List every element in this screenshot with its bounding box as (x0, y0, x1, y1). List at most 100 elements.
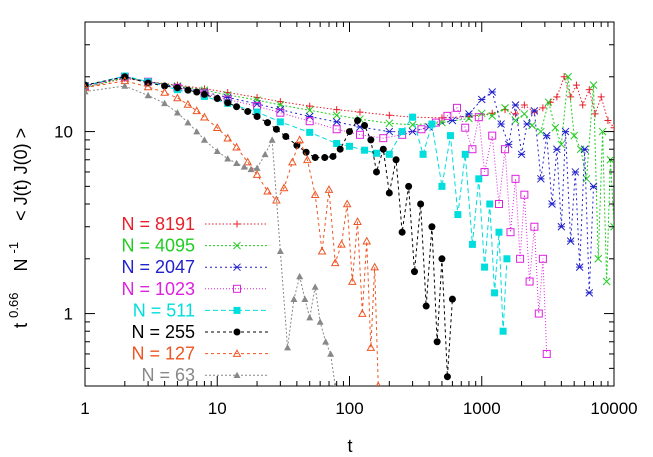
legend-item: N = 1023 (121, 279, 268, 299)
data-point (276, 98, 284, 106)
data-point (385, 189, 393, 197)
data-point (530, 106, 539, 115)
data-point (544, 98, 553, 107)
data-point (579, 101, 587, 109)
data-point (385, 111, 393, 119)
data-point (366, 343, 376, 351)
data-point (324, 185, 334, 193)
series-layer (85, 72, 614, 386)
legend-label: N = 63 (141, 365, 195, 385)
data-point (428, 223, 436, 231)
data-point (557, 222, 566, 231)
data-point (282, 132, 290, 140)
data-point (173, 84, 181, 92)
data-point (501, 145, 510, 154)
series-line (85, 80, 379, 386)
data-point (224, 155, 232, 162)
data-point (582, 174, 591, 183)
data-point (193, 128, 201, 135)
legend-item: N = 255 (131, 322, 268, 342)
legend-item: N = 8191 (121, 214, 268, 234)
data-point (495, 228, 503, 236)
data-point (321, 154, 329, 162)
data-point (566, 237, 575, 246)
data-point (184, 119, 192, 126)
data-point (523, 120, 531, 128)
legend-marker (233, 263, 241, 272)
data-point (336, 145, 344, 153)
data-point (520, 190, 529, 199)
data-point (317, 246, 327, 255)
legend-marker (233, 306, 241, 314)
x-axis-title: t (347, 436, 352, 456)
data-point (610, 124, 614, 132)
data-point (295, 135, 305, 144)
data-point (385, 127, 394, 136)
data-point (213, 147, 221, 155)
data-point (477, 95, 486, 104)
data-point (121, 82, 129, 89)
data-point (585, 86, 593, 94)
data-point (553, 93, 561, 101)
data-point (433, 338, 441, 346)
data-point (353, 217, 362, 225)
data-point (233, 159, 241, 167)
data-point (370, 262, 380, 271)
data-point (448, 116, 457, 125)
legend-marker (232, 349, 242, 357)
data-point (443, 373, 451, 381)
series-63 (85, 82, 338, 386)
y-tick-label: 1 (64, 305, 73, 324)
legend-label: N = 8191 (121, 214, 195, 234)
data-point (212, 123, 222, 132)
data-point (398, 228, 406, 236)
data-point (538, 254, 547, 263)
data-point (346, 128, 353, 136)
data-point (329, 152, 337, 160)
data-point (253, 108, 261, 116)
data-point (542, 131, 551, 140)
data-point (233, 103, 241, 111)
data-point (200, 90, 208, 98)
data-point (193, 88, 201, 96)
data-point (375, 381, 381, 386)
y-axis-title-base: t (11, 322, 32, 328)
legend-label: N = 511 (133, 300, 195, 320)
data-point (333, 106, 341, 114)
data-point (223, 93, 232, 102)
data-point (183, 99, 193, 108)
data-point (385, 150, 393, 158)
data-point (537, 127, 545, 136)
data-point (372, 168, 380, 176)
data-point (602, 277, 611, 286)
data-point (597, 93, 605, 101)
data-point (223, 133, 233, 142)
data-point (361, 146, 369, 154)
legend-item: N = 2047 (121, 257, 268, 277)
data-point (192, 106, 202, 115)
data-point (511, 101, 520, 109)
data-point (516, 254, 525, 263)
data-point (243, 157, 253, 166)
data-point (253, 164, 261, 171)
data-point (520, 110, 529, 118)
data-point (85, 83, 90, 92)
legend-label: N = 255 (131, 322, 195, 342)
data-point (306, 314, 314, 321)
data-point (290, 295, 298, 302)
data-point (491, 289, 499, 297)
data-point (488, 131, 497, 140)
legend-item: N = 4095 (121, 236, 268, 256)
data-point (561, 127, 570, 136)
data-point (356, 108, 364, 116)
data-point (551, 123, 560, 132)
data-point (537, 174, 545, 183)
data-point (553, 145, 561, 154)
data-point (504, 140, 513, 149)
data-point (610, 222, 614, 231)
data-point (405, 182, 413, 190)
data-point (475, 175, 483, 183)
data-point (564, 72, 572, 81)
data-point (355, 130, 364, 139)
legend-marker (233, 328, 241, 336)
